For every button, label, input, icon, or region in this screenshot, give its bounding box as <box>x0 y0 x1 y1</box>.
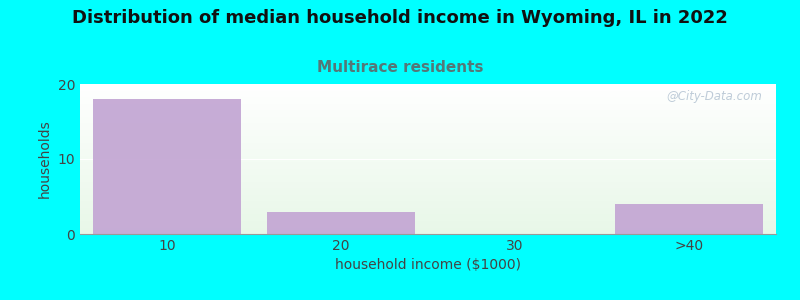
Text: @City-Data.com: @City-Data.com <box>666 90 762 103</box>
Text: Multirace residents: Multirace residents <box>317 60 483 75</box>
Y-axis label: households: households <box>38 120 52 198</box>
X-axis label: household income ($1000): household income ($1000) <box>335 258 521 272</box>
Bar <box>267 212 415 234</box>
Bar <box>615 204 763 234</box>
Bar <box>93 99 241 234</box>
Text: Distribution of median household income in Wyoming, IL in 2022: Distribution of median household income … <box>72 9 728 27</box>
